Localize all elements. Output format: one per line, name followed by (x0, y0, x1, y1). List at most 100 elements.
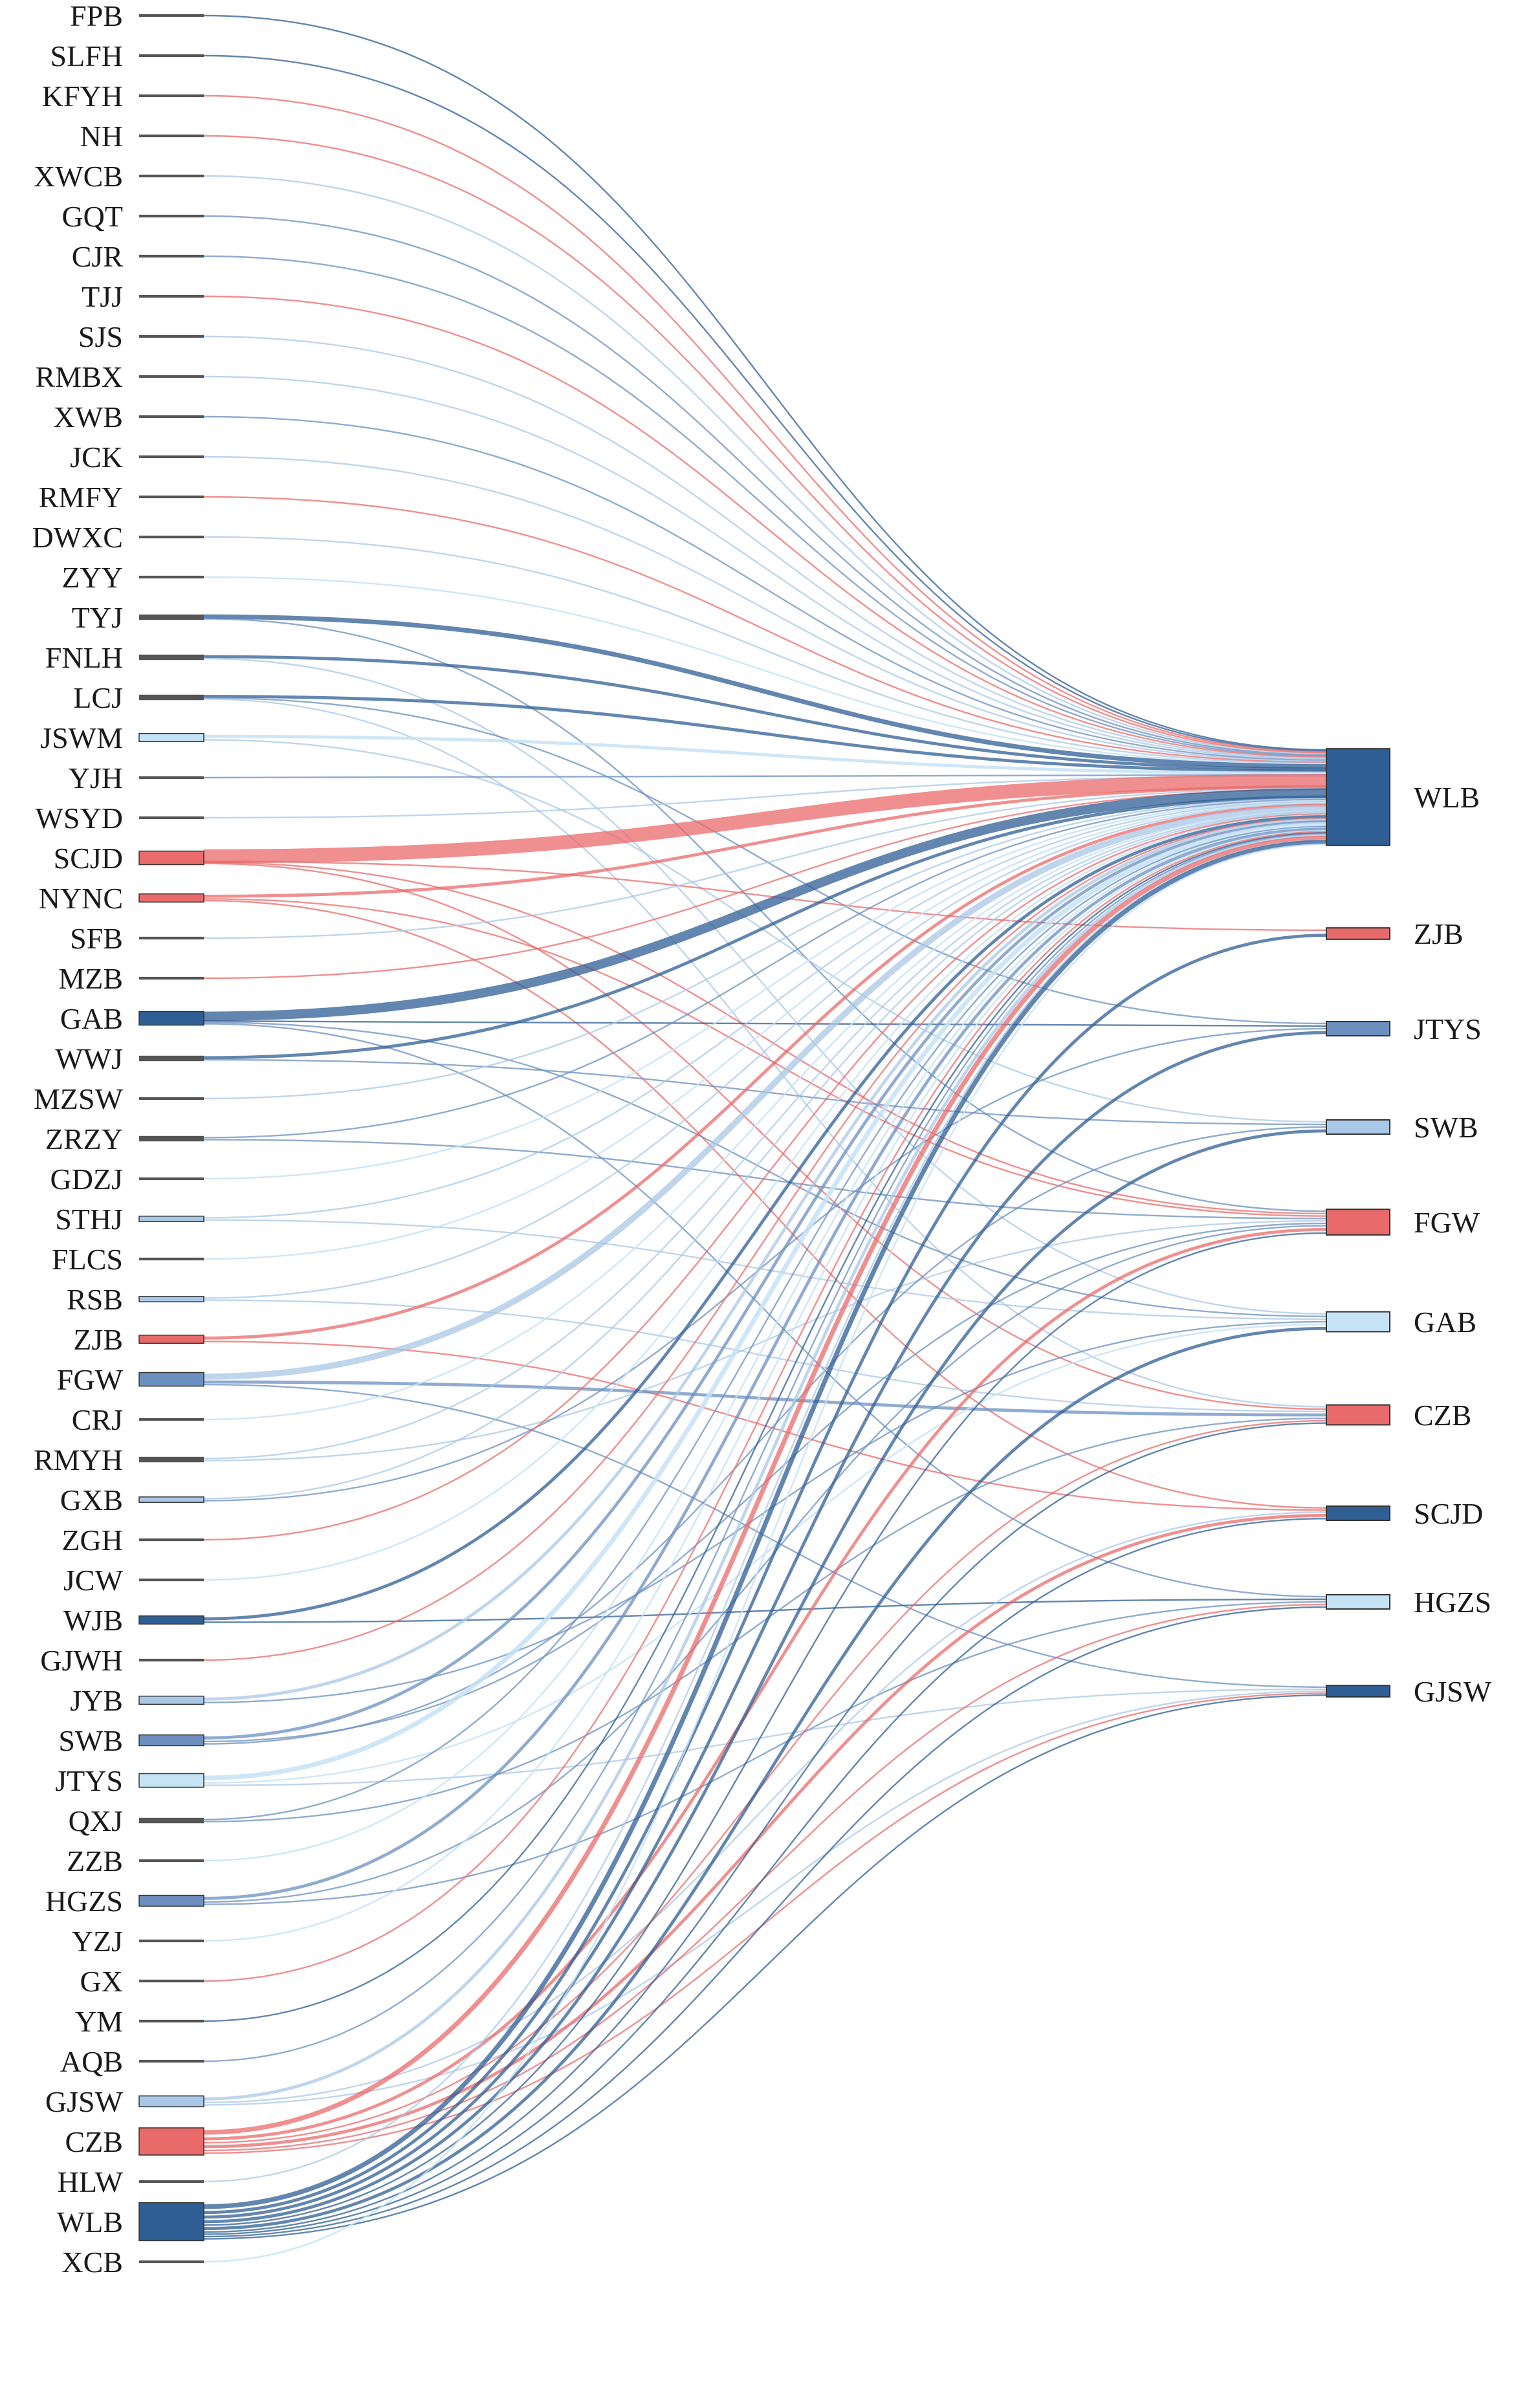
left-node-label: QXJ (69, 1804, 123, 1837)
left-node-cjr: CJR (72, 240, 204, 273)
left-node-yzj: YZJ (72, 1925, 204, 1958)
right-node-label: FGW (1414, 1206, 1480, 1239)
left-node-ym: YM (75, 2005, 204, 2038)
flow-jcw-to-wlb (203, 814, 1327, 1581)
left-node-label: FPB (70, 0, 123, 32)
right-node-fgw: FGW (1326, 1206, 1480, 1239)
left-node-fpb: FPB (70, 0, 204, 32)
left-node-bar (139, 14, 204, 17)
flow-swb-to-swb (203, 1126, 1327, 1745)
flow-gjsw-to-gjsw (203, 1690, 1327, 2106)
right-node-wlb: WLB (1326, 748, 1480, 846)
left-node-lcj: LCJ (73, 681, 204, 714)
left-node-bar (139, 2059, 204, 2063)
flow-gab-to-hgzs (203, 1023, 1327, 1598)
right-node-label: HGZS (1414, 1586, 1491, 1619)
right-nodes-layer: WLB ZJB JTYS SWB FGW GAB CZB SCJD HGZS GJSW (1326, 748, 1492, 1708)
left-node-label: MZSW (34, 1082, 124, 1115)
flow-rmyh-to-wlb (203, 811, 1327, 1460)
right-node-bar (1326, 1404, 1390, 1426)
left-node-flcs: FLCS (52, 1243, 204, 1276)
left-node-label: HLW (58, 2165, 124, 2198)
flow-dwxc-to-wlb (203, 536, 1327, 765)
left-node-bar (138, 1216, 204, 1222)
flow-fgw-to-wlb (203, 805, 1327, 1380)
left-node-label: ZJB (73, 1323, 123, 1356)
left-node-bar (139, 455, 204, 459)
left-node-label: JTYS (55, 1764, 123, 1797)
right-node-czb: CZB (1326, 1399, 1471, 1432)
left-node-label: GX (80, 1965, 123, 1998)
left-node-label: TJJ (82, 280, 123, 313)
left-node-bar (138, 1496, 204, 1503)
flow-jck-to-wlb (203, 455, 1327, 762)
left-node-bar (138, 1773, 204, 1788)
right-node-bar (1326, 1209, 1390, 1236)
left-node-wwj: WWJ (55, 1042, 204, 1075)
left-node-bar (139, 654, 204, 661)
left-node-tjj: TJJ (82, 280, 204, 313)
left-node-gx: GX (80, 1965, 204, 1998)
left-node-rmfy: RMFY (39, 481, 204, 514)
left-node-bar (139, 936, 204, 940)
left-node-bar (139, 1456, 204, 1463)
left-node-label: SCJD (54, 842, 123, 875)
left-node-label: CRJ (72, 1403, 123, 1436)
left-node-bar (139, 415, 204, 419)
left-node-bar (138, 1894, 204, 1907)
left-node-zyy: ZYY (61, 561, 204, 594)
left-node-rmbx: RMBX (36, 360, 204, 393)
left-node-czb: CZB (65, 2125, 204, 2158)
left-node-label: RMBX (36, 360, 123, 393)
left-node-label: DWXC (32, 521, 123, 554)
flow-gx-to-wlb (203, 831, 1327, 1982)
left-node-dwxc: DWXC (32, 521, 204, 554)
left-node-bar (139, 254, 204, 258)
left-node-bar (139, 1578, 204, 1582)
left-node-slfh: SLFH (50, 39, 204, 72)
flow-zrzy-to-wlb (203, 798, 1327, 1139)
left-node-label: TYJ (72, 601, 123, 634)
left-node-bar (139, 334, 204, 338)
left-node-jtys: JTYS (55, 1764, 204, 1797)
right-node-jtys: JTYS (1326, 1012, 1482, 1045)
left-node-zjb: ZJB (73, 1323, 204, 1356)
left-node-label: WWJ (55, 1042, 123, 1075)
right-node-bar (1326, 927, 1390, 940)
left-node-label: ZYY (61, 561, 123, 594)
left-node-label: GJSW (45, 2085, 124, 2118)
flow-gxb-to-jtys (203, 1027, 1327, 1502)
flow-aqb-to-wlb (203, 833, 1327, 2063)
left-node-tyj: TYJ (72, 601, 204, 634)
left-node-bar (139, 174, 204, 178)
left-node-nh: NH (80, 120, 204, 153)
flow-xwb-to-wlb (203, 415, 1327, 761)
flow-rmfy-to-wlb (203, 496, 1327, 763)
left-node-bar (138, 1734, 204, 1747)
right-node-label: GJSW (1414, 1675, 1492, 1708)
left-node-label: RSB (67, 1283, 123, 1316)
left-node-bar (138, 2127, 204, 2156)
left-node-bar (139, 816, 204, 820)
left-node-jswm: JSWM (40, 721, 204, 754)
left-node-bar (139, 495, 204, 499)
flow-wsyd-to-wlb (203, 774, 1327, 819)
left-node-label: XWCB (34, 160, 123, 193)
left-node-bar (139, 1257, 204, 1261)
right-node-bar (1326, 1594, 1390, 1610)
flow-lcj-to-czb (203, 698, 1327, 1408)
left-node-bar (139, 1538, 204, 1542)
flow-jyb-to-wlb (203, 818, 1327, 1701)
flow-hgzs-to-fgw (203, 1225, 1327, 1903)
flow-czb-to-wlb (203, 835, 1327, 2135)
left-node-label: WLB (57, 2206, 123, 2238)
left-node-gjsw: GJSW (45, 2085, 204, 2118)
left-node-label: GXB (60, 1483, 123, 1516)
flow-jtys-to-gjsw (203, 1688, 1327, 1786)
left-node-label: CZB (65, 2125, 123, 2158)
flow-fgw-to-czb (203, 1380, 1327, 1417)
left-node-bar (139, 54, 204, 58)
left-node-bar (139, 94, 204, 98)
flow-gdzj-to-wlb (203, 800, 1327, 1180)
left-node-bar (139, 1417, 204, 1421)
